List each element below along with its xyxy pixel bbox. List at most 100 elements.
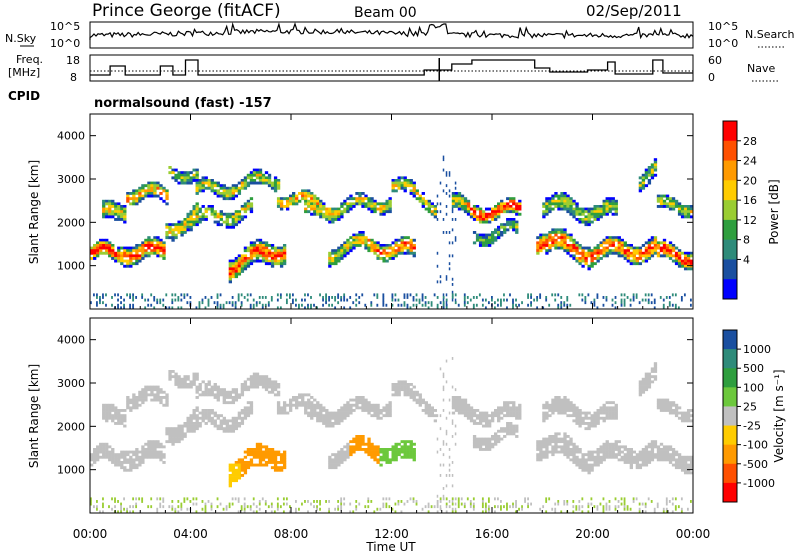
heatmap-cell [195,372,199,376]
heatmap-cell [129,401,133,405]
ground-scatter-cell [548,497,551,501]
heatmap-cell [295,202,299,206]
ground-scatter-cell [572,500,575,503]
heatmap-cell [451,401,456,405]
heatmap-cell [249,259,254,263]
heatmap-cell [343,403,347,407]
ground-scatter-cell [626,505,629,509]
heatmap-cell [409,442,413,446]
heatmap-cell [484,233,489,237]
ground-scatter-cell [174,298,177,302]
heatmap-cell [96,453,100,457]
heatmap-cell [611,406,615,410]
heatmap-cell [108,445,112,449]
heatmap-cell [545,207,549,211]
heatmap-cell [352,409,356,412]
heatmap-cell [551,398,555,402]
heatmap-cell [683,267,688,271]
heatmap-cell [605,406,609,410]
heatmap-cell [563,202,567,206]
heatmap-cell [596,210,600,214]
heatmap-cell [635,458,640,462]
heatmap-cell [415,393,419,397]
sparse-cell [448,448,451,451]
heatmap-cell [234,474,239,477]
heatmap-cell [376,202,380,206]
heatmap-cell [626,246,630,250]
sparse-cell [439,367,442,371]
heatmap-cell [358,197,362,201]
heatmap-cell [237,272,242,276]
heatmap-cell [252,380,257,384]
ground-scatter-cell [355,298,358,302]
heatmap-cell [129,461,133,464]
heatmap-cell [349,398,353,402]
heatmap-cell [650,254,655,258]
sparse-cell [454,218,457,221]
heatmap-cell [123,215,127,219]
ground-scatter-cell [503,293,505,297]
heatmap-cell [569,254,573,258]
heatmap-cell [620,238,624,242]
heatmap-cell [451,205,456,208]
ground-scatter-cell [364,303,367,307]
heatmap-cell [599,212,603,216]
heatmap-cell [569,238,573,242]
ground-scatter-cell [198,306,201,310]
heatmap-cell [219,390,223,394]
ground-scatter-cell [165,306,168,310]
heatmap-cell [391,241,395,245]
ground-scatter-cell [689,303,692,307]
ground-scatter-cell [195,502,198,506]
heatmap-cell [129,246,133,250]
heatmap-cell [512,406,516,410]
ground-scatter-cell [506,298,508,302]
ground-scatter-cell [581,510,584,514]
sparse-cell [448,231,451,234]
ground-scatter-cell [174,293,177,297]
heatmap-cell [349,244,353,247]
heatmap-cell [282,466,287,470]
heatmap-cell [361,197,365,201]
heatmap-cell [192,212,196,216]
ground-scatter-cell [159,505,162,509]
heatmap-cell [566,455,570,459]
heatmap-cell [105,246,109,250]
heatmap-cell [596,207,600,211]
heatmap-cell [478,215,483,219]
heatmap-cell [656,197,661,201]
heatmap-cell [93,249,97,253]
heatmap-cell [412,398,416,402]
heatmap-cell [554,403,558,407]
heatmap-cell [337,414,341,418]
ground-scatter-cell [249,293,252,297]
heatmap-cell [219,212,223,216]
heatmap-cell [475,233,480,237]
heatmap-cell [367,409,371,412]
heatmap-cell [255,251,260,255]
heatmap-cell [192,411,196,415]
heatmap-cell [319,212,323,216]
heatmap-cell [551,197,555,201]
heatmap-cell [276,254,281,258]
heatmap-cell [273,393,278,397]
heatmap-cell [677,207,682,211]
heatmap-cell [267,254,272,258]
heatmap-cell [500,225,504,229]
heatmap-cell [391,385,395,389]
heatmap-cell [575,244,579,247]
heatmap-cell [647,254,652,258]
heatmap-cell [542,437,546,441]
heatmap-cell [572,406,576,410]
heatmap-cell [503,427,507,431]
heatmap-cell [403,393,407,397]
sparse-cell [436,264,439,268]
heatmap-cell [204,393,208,397]
heatmap-cell [117,212,121,216]
heatmap-cell [126,249,130,253]
heatmap-cell [686,205,691,208]
heatmap-cell [307,393,311,397]
heatmap-cell [210,181,214,185]
heatmap-cell [213,189,217,193]
ground-scatter-cell [349,306,352,310]
